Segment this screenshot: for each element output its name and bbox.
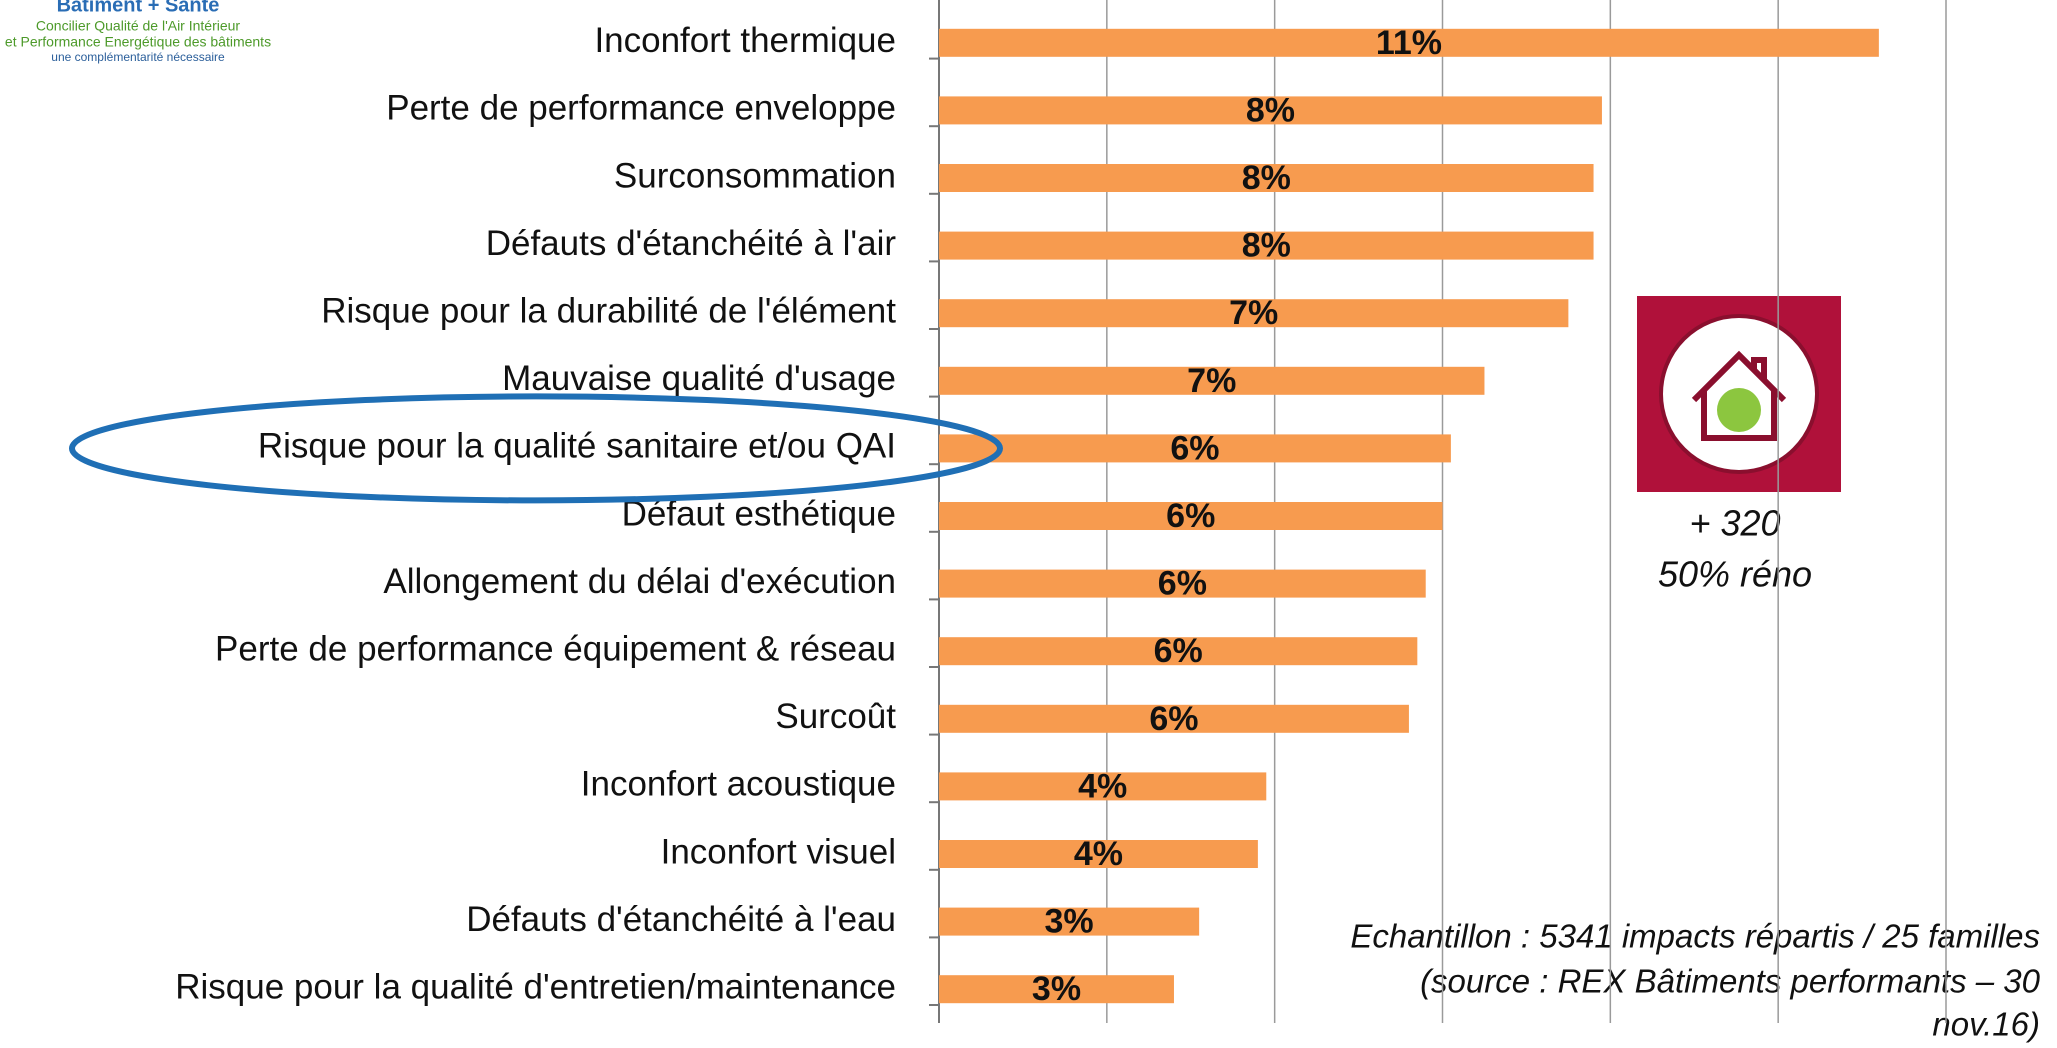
bar (939, 28, 1879, 57)
data-label: 6% (1166, 497, 1215, 535)
bar (939, 96, 1602, 125)
icon-text: 50% réno (1658, 554, 1812, 595)
category-label: Perte de performance enveloppe (386, 89, 896, 128)
logo: Bâtiment + Santé Concilier Qualité de l'… (5, 0, 271, 64)
logo-line: Concilier Qualité de l'Air Intérieur (36, 18, 241, 34)
bar (939, 366, 1485, 395)
data-label: 6% (1149, 700, 1198, 738)
house-icon (1637, 296, 1841, 492)
data-label: 7% (1187, 362, 1236, 400)
bar (939, 975, 1174, 1004)
bar (939, 502, 1443, 530)
bar (939, 164, 1594, 192)
data-label: 4% (1078, 767, 1127, 805)
category-label: Surconsommation (614, 156, 896, 195)
note: (source : REX Bâtiments performants – 30 (1420, 963, 2041, 1000)
data-label: 3% (1045, 903, 1094, 941)
note: Echantillon : 5341 impacts répartis / 25… (1350, 918, 2040, 955)
category-label: Mauvaise qualité d'usage (502, 359, 896, 398)
data-label: 11% (1376, 24, 1442, 62)
category-label: Défauts d'étanchéité à l'eau (466, 900, 896, 939)
data-label: 6% (1170, 429, 1219, 467)
category-label: Risque pour la durabilité de l'élément (321, 291, 896, 330)
logo-line: et Performance Energétique des bâtiments (5, 34, 271, 50)
data-label: 8% (1242, 159, 1291, 197)
data-label: 7% (1229, 294, 1278, 332)
category-label: Allongement du délai d'exécution (383, 562, 896, 601)
note: nov.16) (1932, 1006, 2040, 1043)
data-label: 8% (1242, 227, 1291, 265)
bar (939, 637, 1418, 666)
icon-text: + 320 (1689, 503, 1780, 544)
bar (939, 704, 1409, 733)
bar (939, 231, 1594, 260)
bar (939, 772, 1267, 801)
bar (939, 907, 1200, 936)
category-label: Défauts d'étanchéité à l'air (486, 224, 897, 263)
data-label: 3% (1032, 970, 1081, 1008)
category-label: Inconfort acoustique (581, 765, 896, 804)
category-label: Perte de performance équipement & réseau (215, 629, 896, 668)
logo-line: une complémentarité nécessaire (51, 50, 225, 64)
data-label: 8% (1246, 91, 1295, 129)
data-label: 6% (1158, 565, 1207, 603)
highlight-ellipse (69, 393, 1003, 504)
bar (939, 299, 1569, 328)
category-label: Inconfort thermique (594, 21, 896, 60)
bar (939, 569, 1426, 598)
icon-tree (1717, 388, 1761, 432)
bar (939, 434, 1451, 463)
data-label: 6% (1154, 632, 1203, 670)
category-label: Surcoût (775, 697, 896, 736)
logo-title: Bâtiment + Santé (57, 0, 220, 16)
data-label: 4% (1074, 835, 1123, 873)
bar (939, 840, 1258, 868)
category-label: Risque pour la qualité d'entretien/maint… (175, 967, 896, 1006)
icon-house (1691, 350, 1787, 441)
category-label: Risque pour la qualité sanitaire et/ou Q… (258, 427, 896, 466)
category-label: Inconfort visuel (661, 832, 896, 871)
